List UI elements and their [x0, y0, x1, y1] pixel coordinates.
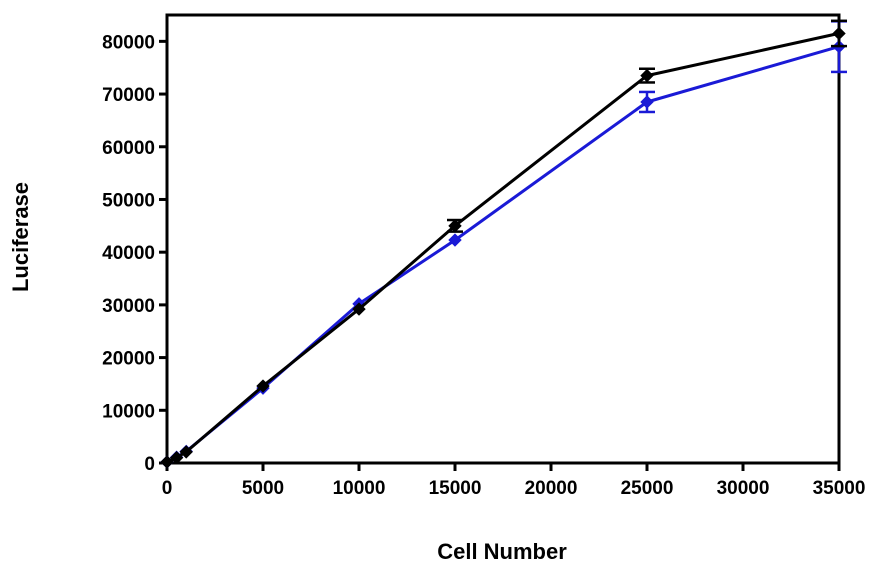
x-tick-label: 5000 [242, 478, 284, 499]
data-point [160, 455, 174, 469]
plot-area [165, 13, 841, 465]
y-tick-label: 50000 [102, 190, 155, 211]
y-tick-label: 0 [144, 454, 155, 475]
y-tick-label: 10000 [102, 401, 155, 422]
y-tick-label: 80000 [102, 32, 155, 53]
data-point [179, 445, 193, 459]
y-tick-label: 70000 [102, 85, 155, 106]
data-point [352, 302, 366, 316]
data-point [640, 68, 654, 83]
data-point [640, 95, 654, 109]
x-tick-label: 35000 [813, 478, 866, 499]
y-axis-title: Luciferase [8, 182, 33, 292]
x-tick-label: 30000 [717, 478, 770, 499]
data-point [448, 233, 462, 247]
data-point [832, 26, 846, 41]
y-axis-ticks: 0 10000 20000 30000 40000 50000 60000 70000 8000… [102, 32, 167, 475]
y-tick-label: 40000 [102, 243, 155, 264]
x-tick-label: 20000 [525, 478, 578, 499]
plot-frame [165, 13, 841, 465]
x-tick-label: 10000 [333, 478, 386, 499]
x-tick-label: 0 [162, 478, 173, 499]
x-axis-ticks: 0 5000 10000 15000 20000 25000 30000 35000 [162, 463, 866, 499]
series-layer [160, 19, 847, 469]
y-tick-label: 60000 [102, 138, 155, 159]
x-axis-title: Cell Number [437, 539, 567, 564]
x-tick-label: 15000 [429, 478, 482, 499]
x-tick-label: 25000 [621, 478, 674, 499]
series-line [166, 31, 840, 464]
series-1 [160, 20, 847, 469]
data-point [169, 451, 184, 465]
y-tick-label: 30000 [102, 296, 155, 317]
data-point [256, 379, 270, 393]
y-tick-label: 20000 [102, 349, 155, 370]
data-point [448, 219, 462, 233]
series-2 [160, 19, 847, 469]
series-line [166, 45, 840, 464]
